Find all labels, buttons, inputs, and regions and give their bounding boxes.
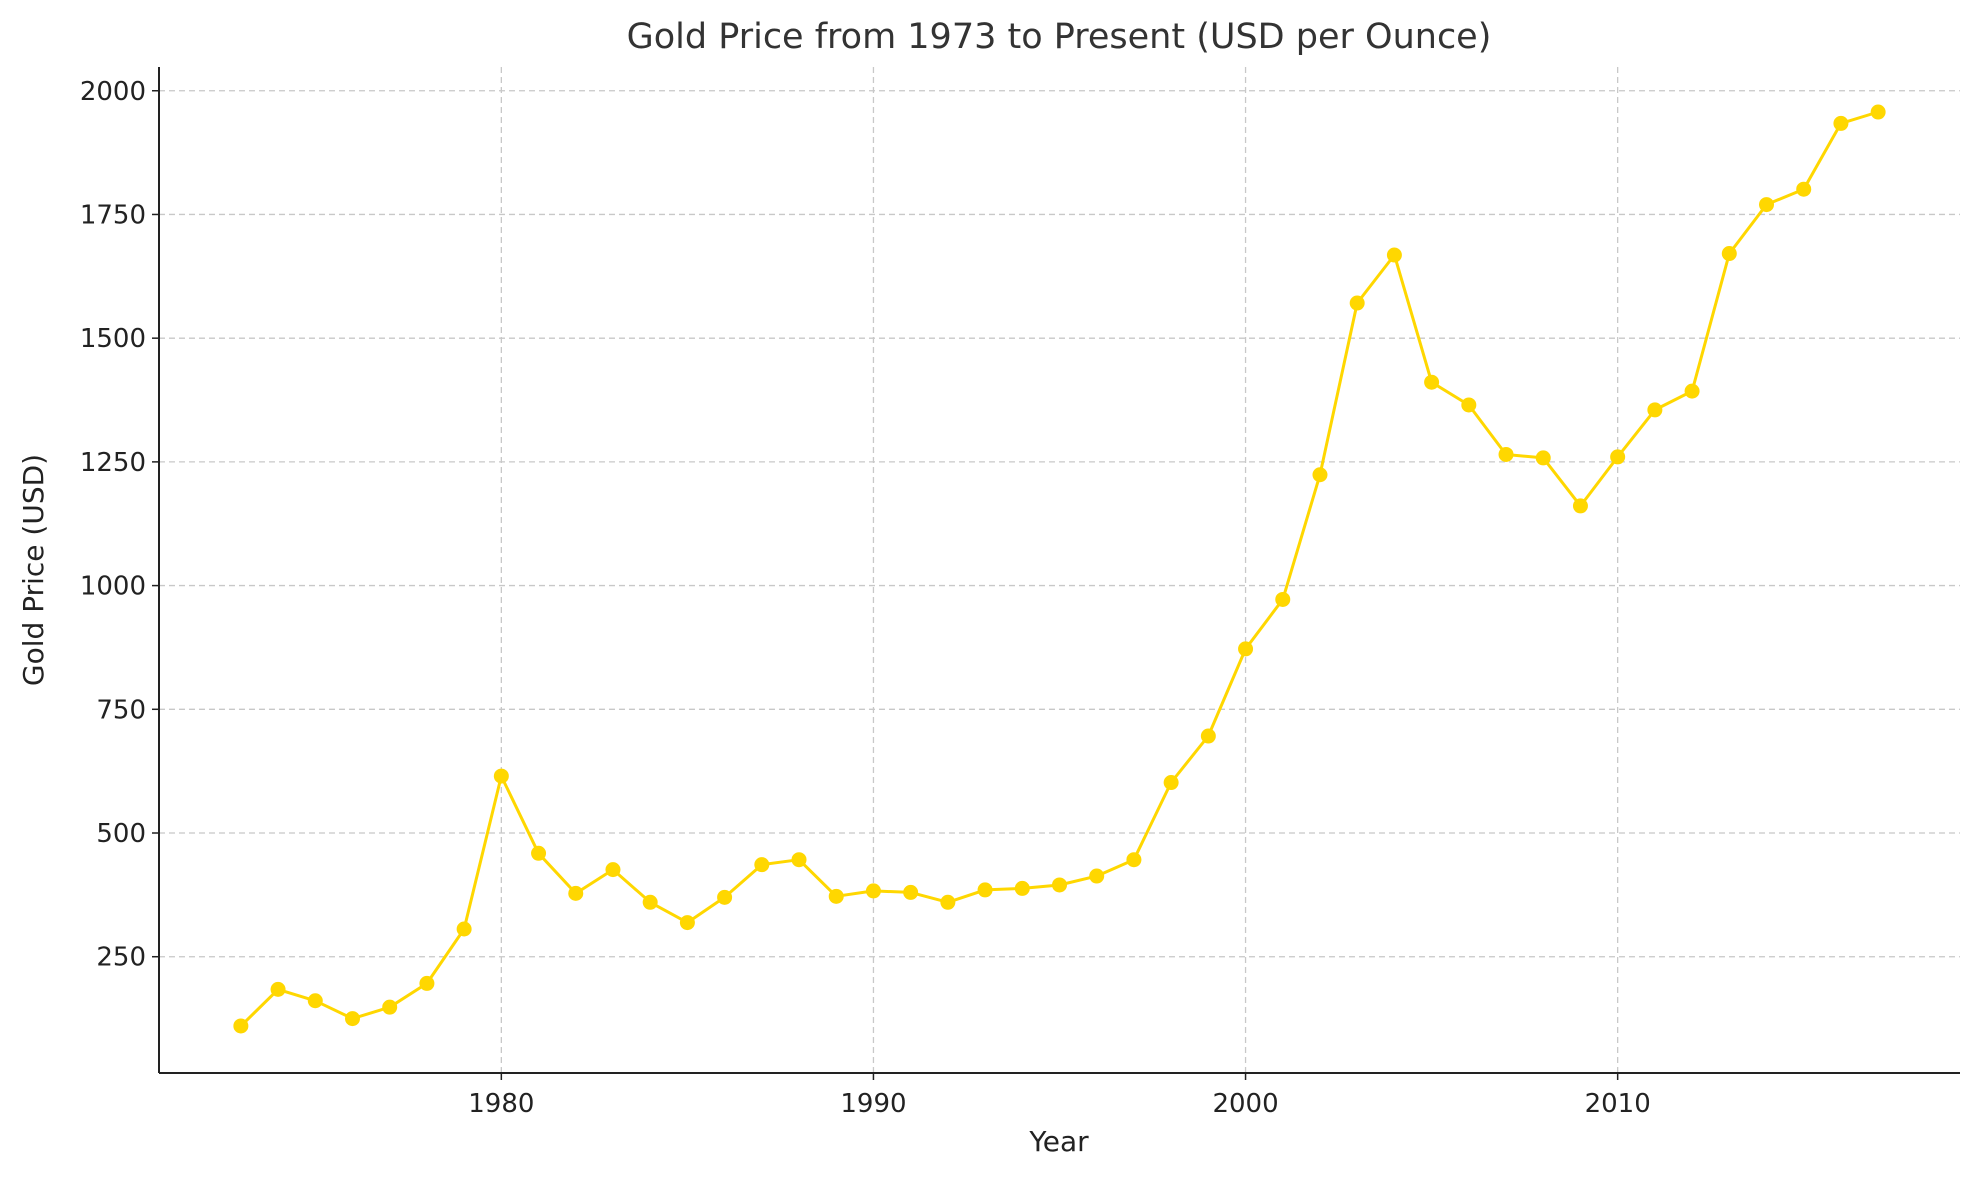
data-point [493, 768, 509, 784]
data-point [531, 845, 547, 861]
x-tick-label: 2000 [1212, 1089, 1278, 1119]
y-tick-label: 1750 [80, 200, 146, 230]
data-point [1126, 852, 1142, 868]
data-point [1275, 591, 1291, 607]
data-point [865, 883, 881, 899]
data-point [754, 857, 770, 873]
data-point [382, 999, 398, 1015]
y-tick-label: 500 [96, 819, 146, 849]
y-axis-label: Gold Price (USD) [17, 454, 50, 686]
x-axis-label: Year [1028, 1125, 1089, 1158]
data-point [791, 852, 807, 868]
data-point [1163, 775, 1179, 791]
data-point [419, 975, 435, 991]
data-point [1014, 880, 1030, 896]
data-point [1200, 728, 1216, 744]
data-point [940, 894, 956, 910]
data-point [642, 894, 658, 910]
data-point [828, 888, 844, 904]
data-point [977, 882, 993, 898]
data-point [1572, 498, 1588, 514]
data-point [1052, 877, 1067, 893]
data-point [1238, 641, 1254, 657]
data-point [1089, 868, 1105, 884]
x-tick-label: 2010 [1585, 1089, 1651, 1119]
data-point [1535, 450, 1551, 466]
x-tick-label: 1990 [840, 1089, 906, 1119]
y-tick-label: 2000 [80, 77, 146, 107]
data-point [1461, 397, 1477, 413]
data-point [903, 884, 919, 900]
data-point [1610, 449, 1626, 465]
x-tick-label: 1980 [468, 1089, 534, 1119]
data-point [1684, 383, 1700, 399]
data-point [1759, 197, 1775, 213]
data-point [1312, 467, 1328, 483]
chart-title: Gold Price from 1973 to Present (USD per… [627, 17, 1492, 57]
data-point [679, 915, 695, 931]
data-point [717, 889, 733, 905]
data-point [1870, 104, 1886, 120]
data-point [1833, 115, 1849, 131]
data-point [1721, 246, 1737, 262]
tick-labels: 1980 1990 2000 2010 250 500 750 1000 1250 1500 175… [80, 77, 1651, 1119]
y-tick-label: 1250 [80, 448, 146, 478]
y-tick-label: 750 [96, 695, 146, 725]
data-point [1498, 446, 1514, 462]
data-point [605, 862, 621, 878]
y-tick-label: 250 [96, 943, 146, 973]
data-point [1796, 181, 1812, 197]
grid [159, 67, 1960, 1073]
data-point [233, 1018, 249, 1034]
y-tick-label: 1500 [80, 324, 146, 354]
data-point [344, 1011, 360, 1027]
data-point [1647, 402, 1663, 418]
data-point [456, 921, 472, 937]
data-point [1349, 295, 1365, 311]
data-point [568, 885, 584, 901]
y-tick-label: 1000 [80, 572, 146, 602]
series-gold-price [233, 104, 1886, 1034]
data-point [270, 981, 286, 997]
data-point [307, 993, 323, 1009]
data-point [1424, 374, 1440, 390]
data-point [1386, 247, 1402, 263]
